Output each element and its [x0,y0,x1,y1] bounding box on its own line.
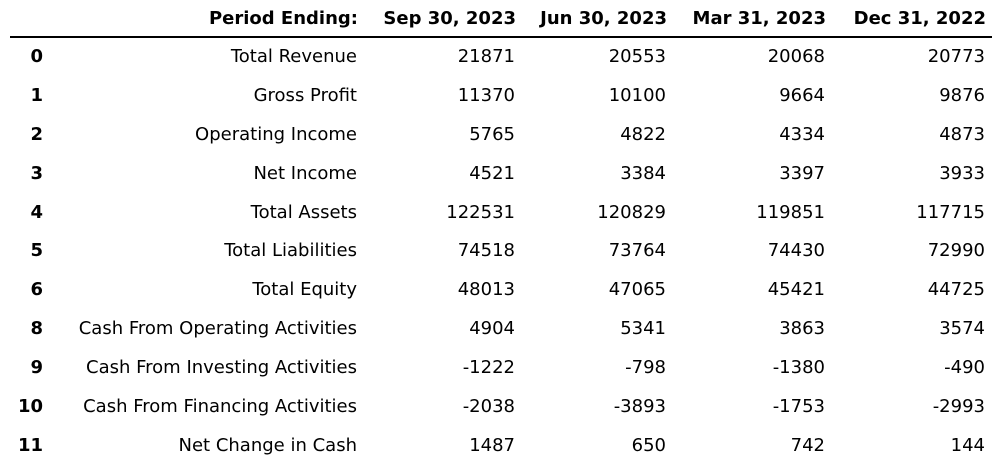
row-label: Total Revenue [230,46,357,68]
row-label: Operating Income [195,123,357,145]
table-row: 8 Cash From Operating Activities 4904 5341 3… [10,309,992,348]
row-index: 2 [30,123,43,145]
table-row: 9 Cash From Investing Activities -1222 -798… [10,348,992,387]
value-cell: 20773 [927,46,985,68]
table-row: 0 Total Revenue 21871 20553 20068 20773 [10,37,992,76]
value-cell: 20553 [608,46,666,68]
row-index: 1 [30,84,43,106]
value-cell: 74518 [457,240,515,262]
value-cell: 3397 [779,162,825,184]
row-index: 6 [30,279,43,301]
value-cell: 45421 [767,279,825,301]
value-cell: 650 [631,434,666,456]
financial-summary-table: Period Ending: Sep 30, 2023 Jun 30, 2023… [10,0,992,465]
value-cell: 120829 [597,201,666,223]
row-label: Total Assets [250,201,357,223]
table-row: 10 Cash From Financing Activities -2038 -38… [10,387,992,426]
value-cell: 3384 [620,162,666,184]
value-cell: 119851 [756,201,825,223]
row-index: 3 [30,162,43,184]
table-row: 1 Gross Profit 11370 10100 9664 9876 [10,76,992,115]
value-cell: 21871 [457,46,515,68]
row-index: 4 [30,201,43,223]
value-cell: 5765 [469,123,515,145]
value-cell: 117715 [916,201,985,223]
row-index: 8 [30,318,43,340]
row-index: 10 [17,395,43,417]
table-row: 11 Net Change in Cash 1487 650 742 144 [10,426,992,465]
value-cell: 73764 [608,240,666,262]
row-label: Total Equity [252,279,357,301]
value-cell: -2038 [462,395,515,417]
value-cell: 4904 [469,318,515,340]
value-cell: 11370 [457,84,515,106]
header-row: Period Ending: Sep 30, 2023 Jun 30, 2023… [10,0,992,38]
value-cell: 74430 [767,240,825,262]
row-label: Cash From Operating Activities [78,318,357,340]
value-cell: 5341 [620,318,666,340]
table-row: 2 Operating Income 5765 4822 4334 4873 [10,115,992,154]
value-cell: 3863 [779,318,825,340]
value-cell: 48013 [457,279,515,301]
header-index-cell [10,0,47,38]
header-column-3: Mar 31, 2023 [673,0,832,38]
value-cell: 4521 [469,162,515,184]
row-label: Cash From Investing Activities [86,357,357,379]
value-cell: 1487 [469,434,515,456]
row-label: Total Liabilities [224,240,357,262]
table-header: Period Ending: Sep 30, 2023 Jun 30, 2023… [10,0,992,38]
row-index: 11 [17,434,43,456]
value-cell: 9664 [779,84,825,106]
table-row: 6 Total Equity 48013 47065 45421 44725 [10,270,992,309]
header-column-4: Dec 31, 2022 [832,0,992,38]
value-cell: -1380 [772,357,825,379]
row-index: 5 [30,240,43,262]
header-column-1: Sep 30, 2023 [364,0,522,38]
header-column-2: Jun 30, 2023 [522,0,673,38]
header-period-ending-label: Period Ending: [47,0,364,38]
value-cell: 9876 [939,84,985,106]
table-row: 4 Total Assets 122531 120829 119851 117715 [10,193,992,232]
table-row: 5 Total Liabilities 74518 73764 74430 72990 [10,231,992,270]
value-cell: 122531 [446,201,515,223]
row-label: Net Change in Cash [178,434,357,456]
value-cell: 20068 [767,46,825,68]
value-cell: 4822 [620,123,666,145]
value-cell: 10100 [608,84,666,106]
value-cell: -2993 [932,395,985,417]
value-cell: 3933 [939,162,985,184]
table-body: 0 Total Revenue 21871 20553 20068 20773 1 Gross… [10,37,992,465]
value-cell: 3574 [939,318,985,340]
row-index: 0 [30,46,43,68]
value-cell: 47065 [608,279,666,301]
value-cell: 72990 [927,240,985,262]
table-row: 3 Net Income 4521 3384 3397 3933 [10,154,992,193]
value-cell: -3893 [613,395,666,417]
row-label: Cash From Financing Activities [83,395,357,417]
value-cell: -1753 [772,395,825,417]
value-cell: 144 [950,434,985,456]
row-label: Net Income [253,162,357,184]
value-cell: -1222 [462,357,515,379]
value-cell: 742 [790,434,825,456]
row-label: Gross Profit [253,84,357,106]
value-cell: 4334 [779,123,825,145]
value-cell: 4873 [939,123,985,145]
row-index: 9 [30,357,43,379]
value-cell: -798 [625,357,666,379]
value-cell: 44725 [927,279,985,301]
value-cell: -490 [944,357,985,379]
